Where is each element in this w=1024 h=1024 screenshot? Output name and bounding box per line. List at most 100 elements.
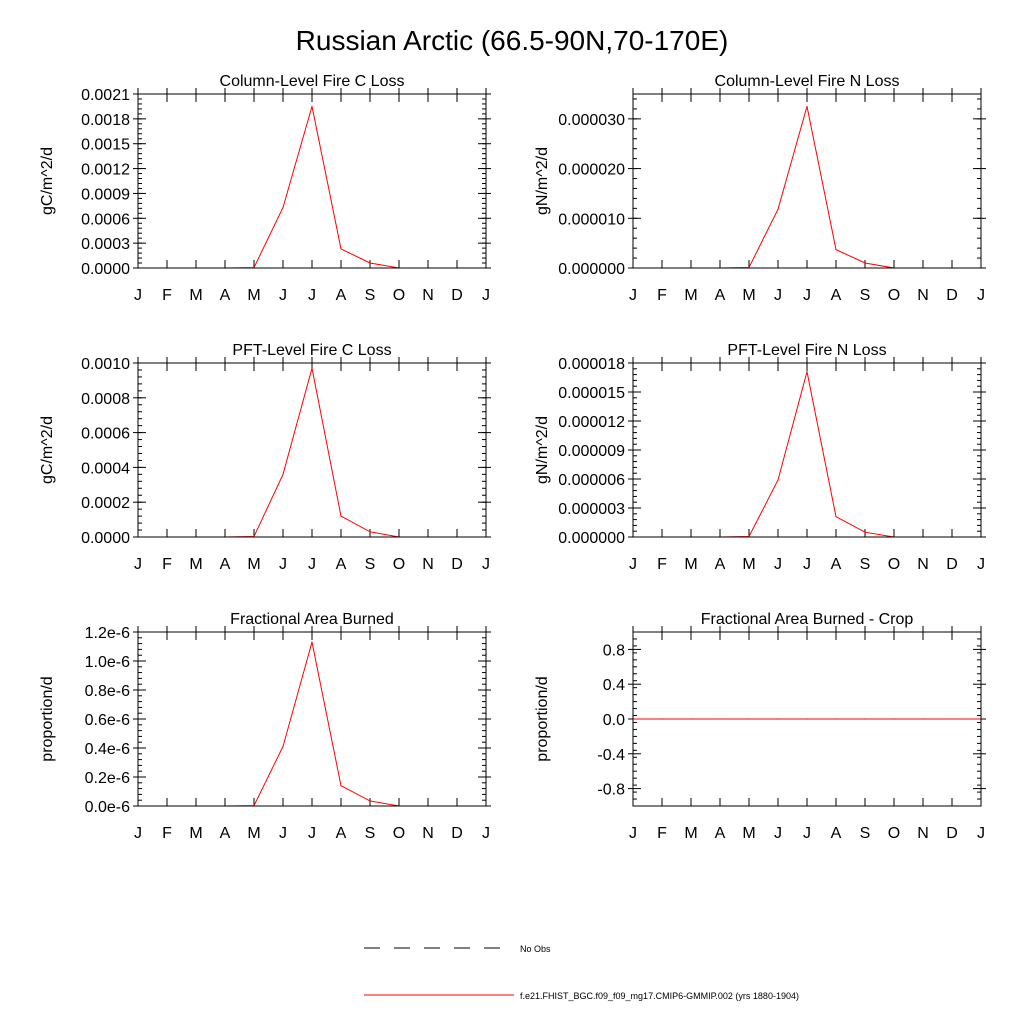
x-tick-label: D: [946, 825, 958, 842]
panel-title: Fractional Area Burned - Crop: [701, 611, 914, 628]
data-point: [893, 718, 895, 720]
x-tick-label: M: [742, 825, 755, 842]
x-tick-label: D: [946, 556, 958, 573]
y-axis-label: proportion/d: [39, 676, 56, 761]
x-tick-label: J: [803, 556, 811, 573]
y-tick-label: 0.000012: [558, 414, 625, 431]
x-tick-label: F: [657, 287, 667, 304]
y-tick-label: 0.000000: [558, 530, 625, 547]
y-tick-label: 0.2e-6: [85, 770, 130, 787]
x-tick-label: J: [629, 556, 637, 573]
x-tick-label: J: [308, 825, 316, 842]
series-line: [138, 106, 486, 269]
x-tick-label: N: [917, 825, 929, 842]
x-tick-label: J: [482, 825, 490, 842]
x-tick-label: F: [657, 556, 667, 573]
x-tick-label: A: [715, 287, 726, 304]
panel-title: Fractional Area Burned: [230, 611, 394, 628]
x-tick-label: J: [134, 825, 142, 842]
x-tick-label: O: [393, 556, 405, 573]
y-tick-label: 0.4: [603, 677, 625, 694]
y-tick-label: 0.0006: [81, 426, 130, 443]
y-tick-label: 0.0009: [81, 186, 130, 203]
x-tick-label: M: [247, 556, 260, 573]
y-tick-label: 0.000030: [558, 112, 625, 129]
plot-frame: [632, 93, 982, 269]
x-tick-label: J: [774, 556, 782, 573]
x-tick-label: J: [482, 287, 490, 304]
x-tick-label: M: [189, 556, 202, 573]
x-tick-label: M: [247, 287, 260, 304]
x-tick-label: D: [451, 556, 463, 573]
y-tick-label: 0.8: [603, 642, 625, 659]
x-tick-label: A: [220, 556, 231, 573]
data-point: [835, 516, 837, 518]
x-tick-label: J: [629, 287, 637, 304]
x-tick-label: A: [715, 825, 726, 842]
legend-entry: f.e21.FHIST_BGC.f09_f09_mg17.CMIP6-GMMIP…: [364, 991, 799, 1001]
data-point: [311, 105, 313, 108]
y-tick-label: 0.0008: [81, 391, 130, 408]
y-axis-label: gN/m^2/d: [534, 147, 551, 215]
data-point: [835, 249, 837, 251]
x-tick-label: J: [977, 556, 985, 573]
x-tick-label: A: [336, 825, 347, 842]
data-point: [311, 367, 313, 369]
y-tick-label: 0.0e-6: [85, 799, 130, 816]
x-tick-label: J: [134, 556, 142, 573]
legend-label: No Obs: [520, 944, 551, 954]
data-point: [864, 531, 866, 533]
x-tick-label: J: [308, 556, 316, 573]
data-point: [311, 641, 313, 643]
x-tick-label: S: [365, 825, 376, 842]
x-tick-label: N: [917, 556, 929, 573]
y-tick-label: 0.0000: [81, 261, 130, 278]
x-tick-label: M: [247, 825, 260, 842]
plot-frame: [137, 93, 487, 269]
y-tick-label: -0.8: [597, 782, 625, 799]
y-tick-label: -0.4: [597, 747, 625, 764]
x-tick-label: A: [831, 825, 842, 842]
series-line: [138, 641, 486, 807]
y-tick-label: 0.8e-6: [85, 683, 130, 700]
y-axis-label: proportion/d: [534, 676, 551, 761]
x-tick-label: D: [451, 287, 463, 304]
x-tick-label: J: [774, 287, 782, 304]
x-tick-label: F: [162, 556, 172, 573]
x-tick-label: F: [162, 287, 172, 304]
y-tick-label: 0.000003: [558, 501, 625, 518]
x-tick-label: A: [220, 825, 231, 842]
y-tick-label: 0.0003: [81, 236, 130, 253]
x-tick-label: S: [860, 556, 871, 573]
x-tick-label: J: [279, 825, 287, 842]
plot-frame: [137, 362, 487, 538]
data-point: [806, 718, 808, 720]
data-point: [777, 208, 779, 210]
y-tick-label: 0.0000: [81, 530, 130, 547]
panels: Column-Level Fire C Loss gC/m^2/d 0.0000 0.…: [39, 73, 986, 842]
y-tick-label: 0.6e-6: [85, 712, 130, 729]
x-tick-label: N: [422, 825, 434, 842]
panel-3: PFT-Level Fire C Loss gC/m^2/d 0.0000 0.000…: [39, 342, 491, 573]
data-point: [340, 248, 342, 250]
data-point: [806, 371, 808, 373]
data-point: [777, 718, 779, 720]
data-point: [340, 785, 342, 787]
panel-2: Column-Level Fire N Loss gN/m^2/d 0.000000…: [534, 73, 986, 304]
y-tick-label: 0.0018: [81, 112, 130, 129]
x-tick-label: J: [977, 287, 985, 304]
data-point: [340, 515, 342, 517]
y-tick-label: 0.000018: [558, 356, 625, 373]
y-axis-label: gN/m^2/d: [534, 416, 551, 484]
data-point: [282, 206, 284, 209]
y-tick-label: 0.000009: [558, 443, 625, 460]
data-point: [777, 479, 779, 481]
data-point: [661, 718, 663, 720]
x-tick-label: S: [860, 287, 871, 304]
x-tick-label: J: [482, 556, 490, 573]
y-tick-label: 1.0e-6: [85, 654, 130, 671]
x-tick-label: A: [831, 287, 842, 304]
x-tick-label: M: [742, 556, 755, 573]
x-tick-label: J: [803, 287, 811, 304]
